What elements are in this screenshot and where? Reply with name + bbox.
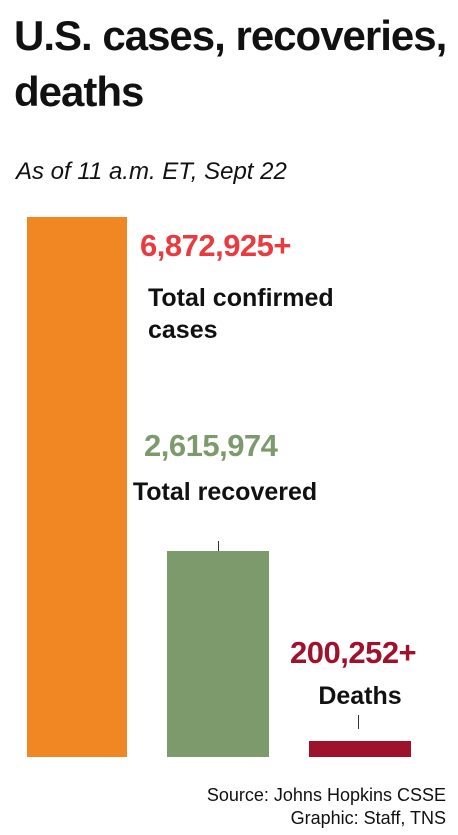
value-label: 2,615,974 — [144, 428, 278, 463]
category-label: Total confirmed cases — [148, 284, 334, 344]
value-label: 6,872,925+ — [140, 228, 292, 263]
chart-title: U.S. cases, recoveries, deaths — [14, 12, 447, 115]
bar — [167, 551, 269, 757]
value-label: 200,252+ — [290, 635, 417, 670]
leader-line — [358, 715, 359, 729]
leader-line — [218, 541, 219, 561]
source: Source: Johns Hopkins CSSE — [206, 785, 446, 805]
category-label: Total recovered — [132, 478, 318, 506]
bar — [309, 741, 411, 757]
bar — [27, 217, 127, 757]
category-label: Deaths — [318, 682, 402, 710]
chart-subtitle: As of 11 a.m. ET, Sept 22 — [16, 158, 287, 185]
credit: Graphic: Staff, TNS — [290, 808, 446, 828]
